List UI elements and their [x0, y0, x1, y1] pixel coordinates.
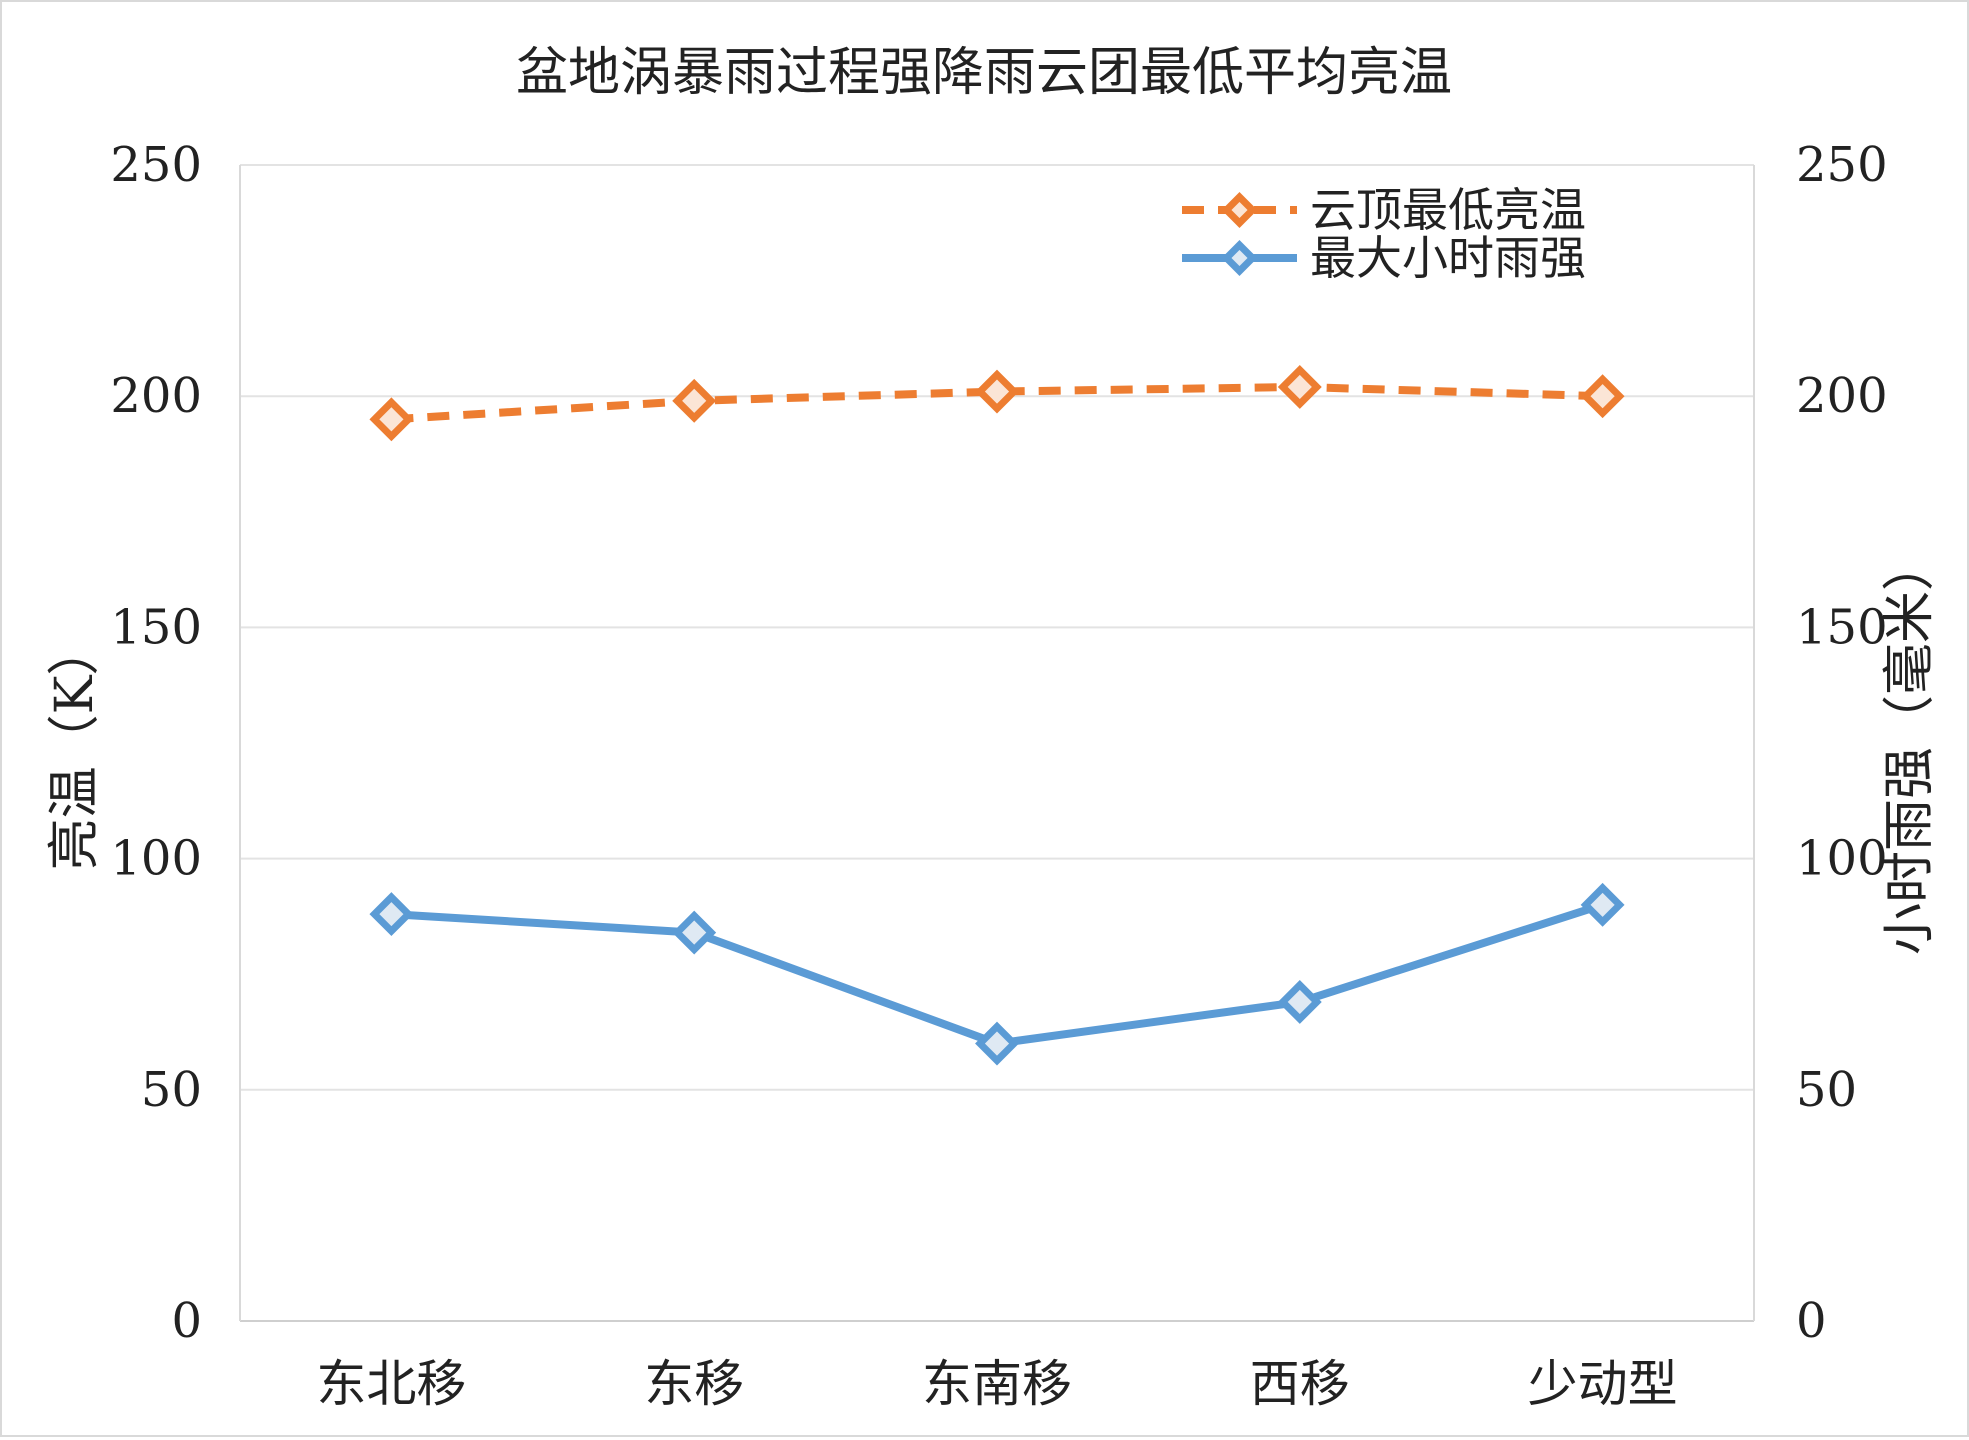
series-lines [369, 365, 1625, 1066]
y-tick-label: 50 [141, 1062, 202, 1118]
gridlines [240, 164, 1754, 1322]
y2-tick-label: 150 [1796, 599, 1888, 655]
x-tick-label: 东南移 [922, 1355, 1072, 1413]
data-point [975, 369, 1019, 414]
data-point [369, 892, 414, 937]
y2-tick-label: 250 [1796, 137, 1888, 193]
x-tick-label: 东移 [644, 1355, 744, 1413]
y2-tick-label: 50 [1796, 1062, 1857, 1118]
legend-swatch-marker [1221, 192, 1258, 228]
data-point [1277, 365, 1322, 409]
y-tick-label: 150 [110, 599, 202, 655]
legend-label: 最大小时雨强 [1310, 231, 1586, 285]
data-point [672, 910, 717, 955]
data-point [369, 397, 414, 442]
y2-tick-label: 200 [1796, 368, 1888, 424]
data-point [1580, 882, 1625, 927]
legend-swatch-marker [1221, 240, 1258, 276]
y-axis-title: 亮温（K） [45, 624, 105, 871]
chart-title: 盆地涡暴雨过程强降雨云团最低平均亮温 [516, 43, 1452, 103]
x-tick-label: 少动型 [1528, 1355, 1678, 1413]
legend-label: 云顶最低亮温 [1310, 183, 1586, 237]
data-point [975, 1021, 1019, 1066]
x-tick-label: 西移 [1250, 1355, 1350, 1413]
y-tick-label: 250 [110, 137, 202, 193]
axes: 0 50 100 150 200 250 0 50 100 150 200 250 东北移 东移 东南移 西移… [110, 137, 1887, 1413]
y-tick-label: 200 [110, 368, 202, 424]
data-point [1580, 374, 1625, 419]
data-point [672, 378, 717, 423]
y-tick-label: 100 [110, 831, 202, 887]
y2-axis-title: 小时雨强（毫米） [1880, 539, 1940, 955]
x-tick-label: 东北移 [316, 1355, 466, 1413]
y2-tick-label: 100 [1796, 831, 1888, 887]
data-point [1277, 979, 1322, 1024]
series-line [391, 382, 1603, 424]
y-tick-label: 0 [171, 1293, 202, 1349]
y2-tick-label: 0 [1796, 1293, 1827, 1349]
